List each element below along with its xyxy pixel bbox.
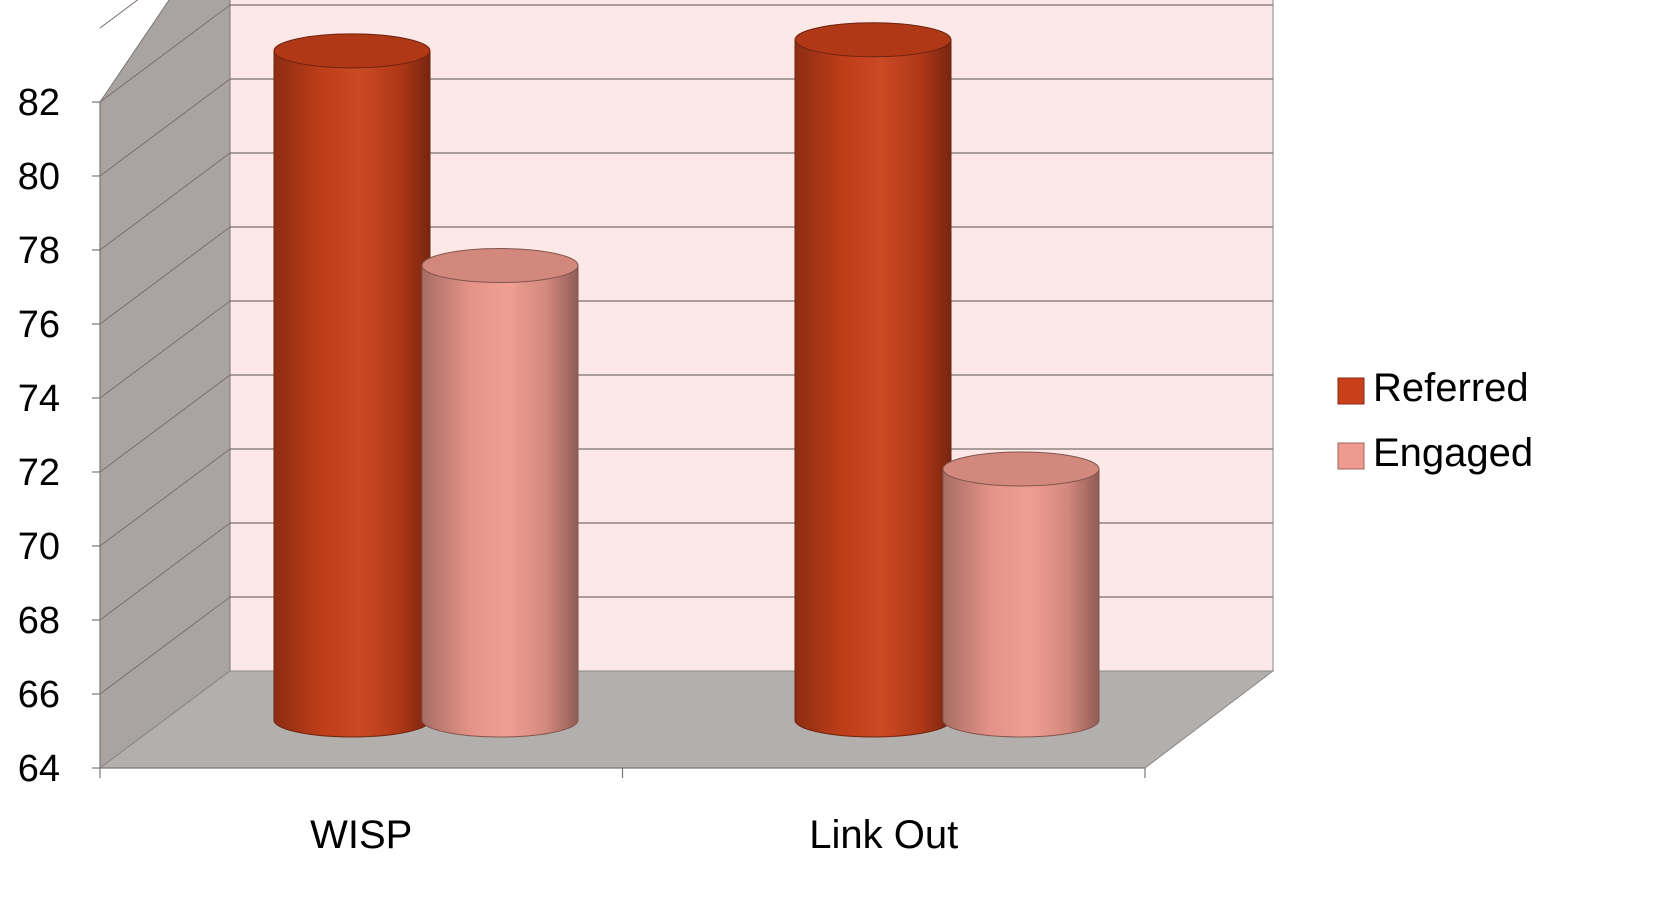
y-tick-label: 74 (18, 378, 60, 420)
y-tick-label: 64 (18, 748, 60, 790)
bar-body (942, 468, 1100, 738)
bar-body (273, 50, 431, 738)
y-tick-label: 66 (18, 674, 60, 716)
y-tick-label: 72 (18, 452, 60, 494)
bar-top (421, 248, 579, 283)
gridline (99, 226, 231, 325)
bar-top (273, 33, 431, 69)
y-tick-label: 68 (18, 600, 60, 642)
y-tick-label: 76 (18, 304, 60, 346)
y-axis-tick-labels: 64 66 68 70 72 74 76 78 80 82 (18, 82, 60, 790)
gridline (99, 300, 231, 399)
gridline (99, 596, 231, 695)
gridline (99, 374, 231, 473)
bar-body (794, 39, 952, 738)
axes (92, 101, 1146, 778)
x-tick-label: Link Out (809, 813, 958, 857)
legend: Referred Engaged (1337, 366, 1533, 475)
x-tick-label: WISP (310, 813, 412, 857)
gridline (99, 78, 231, 177)
bar-engaged-link-out (942, 451, 1100, 738)
y-tick-label: 70 (18, 526, 60, 568)
bar-referred-wisp (273, 33, 431, 738)
bar-engaged-wisp (421, 248, 579, 738)
legend-swatch (1337, 377, 1365, 405)
bar-body (421, 265, 579, 738)
y-tick-label: 80 (18, 156, 60, 198)
bar-top (942, 451, 1100, 487)
legend-label: Referred (1373, 366, 1529, 410)
bar-top (794, 22, 952, 58)
gridline (99, 4, 231, 103)
legend-label: Engaged (1373, 431, 1533, 475)
gridline (99, 152, 231, 251)
bars (273, 22, 1100, 738)
gridline (99, 448, 231, 547)
gridline (99, 0, 139, 29)
gridline (99, 522, 231, 621)
y-tick-label: 82 (18, 82, 60, 124)
bar-referred-link-out (794, 22, 952, 738)
x-axis-tick-labels: WISP Link Out (310, 813, 958, 857)
y-tick-label: 78 (18, 230, 60, 272)
legend-swatch (1337, 442, 1365, 470)
